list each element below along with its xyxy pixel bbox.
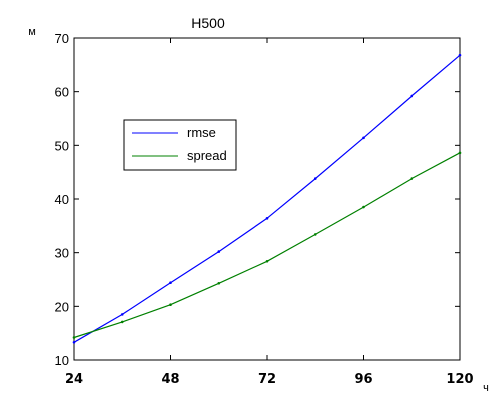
data-point-rmse [458,53,462,57]
data-point-rmse [120,313,124,316]
legend-box [123,119,237,171]
x-axis-unit: ч [483,382,489,394]
y-tick-label: 40 [55,192,69,207]
y-tick-label: 60 [55,85,69,100]
x-tick-label: 120 [446,372,473,387]
data-point-spread [265,259,269,263]
legend-label-rmse: rmse [187,125,216,140]
x-tick-label: 24 [65,372,83,387]
data-point-rmse [72,340,76,344]
y-tick-label: 50 [55,138,69,153]
legend-label-spread: spread [187,148,227,163]
y-tick-label: 70 [55,31,69,46]
data-point-spread [120,320,124,324]
y-tick-label: 20 [55,299,69,314]
data-point-rmse [410,94,414,98]
x-tick-label: 48 [161,372,179,387]
data-point-spread [362,205,365,209]
data-point-spread [458,151,462,155]
data-point-spread [72,336,76,339]
y-axis-unit: м [28,26,36,38]
y-tick-label: 10 [55,353,69,368]
x-tick-label: 72 [258,372,276,387]
data-point-spread [313,233,317,236]
data-point-rmse [169,281,172,285]
legend: rmse spread [123,119,237,171]
plot-area [73,37,461,361]
data-point-rmse [313,177,317,180]
data-point-spread [410,177,414,180]
y-tick-label: 30 [55,246,69,261]
chart-title: H500 [191,15,225,31]
x-tick-label: 96 [354,372,372,387]
data-point-rmse [265,217,269,220]
data-point-spread [217,281,221,285]
data-point-rmse [217,250,221,253]
data-point-spread [169,303,172,307]
y-axis-ticks: 10 20 30 40 50 60 70 [55,31,460,368]
data-point-rmse [362,136,365,140]
x-axis-ticks: 24 48 72 96 120 [65,38,474,387]
series-layer [72,53,462,344]
